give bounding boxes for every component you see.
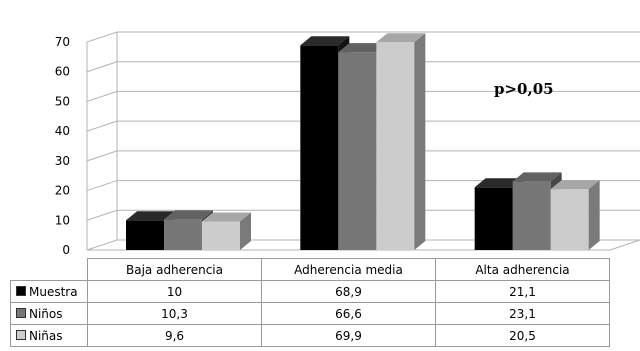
table-cell: 10: [87, 280, 262, 303]
legend-swatch-ninos: [16, 307, 26, 318]
table-cell: 23,1: [435, 302, 610, 325]
bar-front: [474, 187, 513, 250]
table-cell: 10,3: [87, 302, 262, 325]
bar-front: [164, 219, 202, 250]
bar-front: [338, 52, 377, 250]
chart-data-table: Baja adherencia Adherencia media Alta ad…: [10, 258, 610, 347]
p-value-annotation: p>0,05: [494, 80, 554, 98]
category-header: Baja adherencia: [87, 258, 262, 281]
table-header-row: Baja adherencia Adherencia media Alta ad…: [11, 258, 610, 281]
bar-top: [474, 178, 524, 188]
table-row: Niñas 9,6 69,9 20,5: [10, 324, 610, 347]
chart-bars: [126, 33, 600, 250]
bar-top: [376, 33, 426, 43]
y-tick-label: 50: [55, 94, 70, 108]
series-name: Niñas: [29, 328, 63, 343]
category-header: Alta adherencia: [435, 258, 610, 281]
bar-front: [376, 42, 415, 250]
category-header: Adherencia media: [261, 258, 436, 281]
bar-side: [240, 212, 251, 250]
bar-top: [300, 36, 350, 46]
series-legend-muestra: Muestra: [10, 280, 88, 303]
bar-top: [338, 43, 388, 53]
bar-front: [300, 45, 339, 250]
y-axis-ticks: 0 10 20 30 40 50 60 70: [55, 35, 70, 257]
table-cell: 66,6: [261, 302, 436, 325]
table-row: Muestra 10 68,9 21,1: [10, 280, 610, 303]
series-name: Muestra: [29, 284, 78, 299]
bar-top: [512, 172, 562, 182]
bar-top: [202, 212, 251, 222]
table-cell: 68,9: [261, 280, 436, 303]
y-tick-label: 40: [55, 124, 70, 138]
legend-swatch-muestra: [16, 285, 26, 296]
table-cell: 69,9: [261, 324, 436, 347]
table-cell: 21,1: [435, 280, 610, 303]
table-row: Niños 10,3 66,6 23,1: [10, 302, 610, 325]
bar-top: [126, 211, 175, 221]
y-tick-label: 60: [55, 65, 70, 79]
bar-side: [414, 33, 426, 250]
floor-right-edge: [609, 239, 640, 251]
legend-swatch-ninas: [16, 329, 26, 340]
table-cell: 20,5: [435, 324, 610, 347]
y-tick-label: 0: [62, 243, 70, 257]
y-tick-label: 10: [55, 213, 70, 227]
y-tick-label: 70: [55, 35, 70, 49]
gridline: [86, 31, 640, 43]
bar-front: [550, 189, 589, 250]
bar-side: [588, 180, 600, 250]
series-name: Niños: [29, 306, 63, 321]
bar-top: [550, 180, 600, 190]
series-legend-ninos: Niños: [10, 302, 88, 325]
bar-top: [164, 210, 213, 220]
y-tick-label: 20: [55, 184, 70, 198]
bar-front: [126, 220, 164, 250]
table-cell: 9,6: [87, 324, 262, 347]
series-legend-ninas: Niñas: [10, 324, 88, 347]
y-tick-label: 30: [55, 154, 70, 168]
table-corner: [11, 259, 88, 281]
bar-front: [202, 221, 240, 250]
bar-front: [512, 181, 551, 250]
